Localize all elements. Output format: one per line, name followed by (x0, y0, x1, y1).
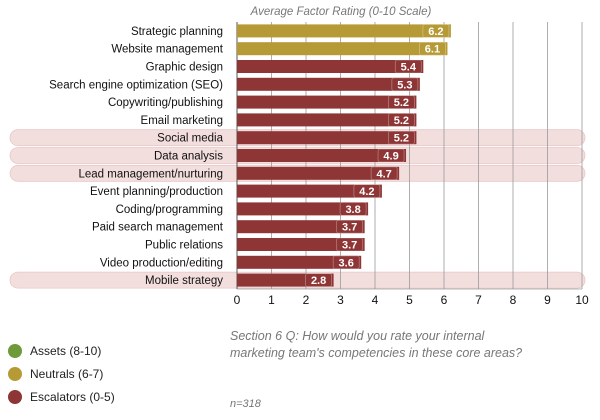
value-label-bg (387, 130, 415, 145)
category-label: Paid search management (92, 222, 224, 234)
x-tick-label: 8 (510, 293, 517, 307)
value-label: 3.7 (342, 222, 357, 234)
bar (237, 149, 407, 162)
value-label: 4.9 (383, 151, 398, 163)
legend-item-escalators: Escalators (0-5) (8, 386, 115, 408)
category-label: Copywriting/publishing (108, 97, 223, 109)
bar (237, 24, 451, 38)
bar (237, 202, 369, 216)
x-tick-label: 9 (544, 293, 551, 307)
bar (237, 77, 420, 91)
x-tick-label: 4 (372, 293, 379, 307)
x-tick-label: 5 (406, 293, 413, 307)
x-tick-label: 10 (575, 293, 589, 307)
category-label: Website management (111, 44, 223, 56)
bar (237, 255, 362, 269)
category-label: Data analysis (154, 151, 223, 163)
category-label: Public relations (145, 240, 223, 252)
value-label: 5.2 (394, 97, 409, 109)
value-label-bg (394, 59, 422, 74)
legend-item-assets: Assets (8-10) (8, 340, 115, 362)
value-label: 3.6 (339, 257, 354, 269)
value-label-bg (419, 41, 446, 56)
value-label: 5.3 (397, 79, 412, 91)
value-label: 4.7 (377, 168, 392, 180)
category-label: Coding/programming (116, 204, 223, 216)
x-tick-label: 0 (234, 293, 241, 307)
legend: Assets (8-10) Neutrals (6-7) Escalators … (8, 340, 115, 409)
assets-dot (8, 344, 22, 358)
category-label: Mobile strategy (145, 275, 223, 287)
value-label-bg (336, 219, 364, 234)
sample-size-note: n=318 (230, 398, 261, 410)
bar (237, 166, 400, 180)
value-label-bg (336, 237, 364, 252)
value-label-bg (391, 77, 419, 92)
value-label: 4.2 (359, 186, 374, 198)
value-label: 6.1 (425, 44, 440, 56)
category-labels: Strategic planning Website management Grap… (49, 26, 224, 287)
value-label-bg (377, 148, 405, 163)
value-label-bg (305, 273, 333, 288)
bar (237, 42, 448, 56)
bar-chart: Average Factor Rating (0-10 Scale) 6.26.… (9, 6, 589, 307)
category-label: Search engine optimization (SEO) (49, 79, 223, 91)
x-axis-ticks: 0 1 2 3 4 5 6 7 8 9 10 (234, 293, 589, 307)
category-label: Event planning/production (90, 186, 223, 198)
category-label: Graphic design (146, 62, 223, 74)
value-label: 5.2 (394, 133, 409, 145)
category-label: Email marketing (141, 115, 223, 127)
x-tick-label: 6 (441, 293, 448, 307)
value-label: 6.2 (428, 26, 443, 38)
question-line-2: marketing team's competencies in these c… (230, 346, 523, 360)
question-line-1: Section 6 Q: How would you rate your int… (230, 329, 485, 343)
survey-question: Section 6 Q: How would you rate your int… (230, 328, 595, 362)
legend-label: Assets (8-10) (30, 344, 102, 358)
legend-label: Neutrals (6-7) (30, 367, 104, 381)
bar (237, 220, 365, 234)
value-label: 3.8 (345, 204, 360, 216)
value-label-bg (387, 95, 415, 109)
value-label: 5.4 (401, 62, 417, 74)
value-label-bg (353, 184, 381, 199)
value-label-bg (387, 113, 415, 127)
value-label: 3.7 (342, 240, 357, 252)
legend-label: Escalators (0-5) (30, 390, 115, 404)
legend-item-neutrals: Neutrals (6-7) (8, 363, 115, 385)
x-tick-label: 2 (303, 293, 310, 307)
value-label-bg (332, 255, 360, 270)
value-label-bg (339, 201, 367, 216)
value-label: 5.2 (394, 115, 409, 127)
chart-title: Average Factor Rating (0-10 Scale) (250, 6, 432, 18)
escalators-dot (8, 390, 22, 404)
bar (237, 60, 424, 73)
x-tick-label: 1 (268, 293, 275, 307)
category-label: Lead management/nurturing (79, 168, 224, 180)
value-label-bg (370, 166, 398, 181)
bar (237, 238, 365, 251)
x-tick-label: 7 (475, 293, 482, 307)
category-label: Strategic planning (131, 26, 223, 38)
bar (237, 184, 382, 198)
bar (237, 95, 417, 109)
x-tick-label: 3 (337, 293, 344, 307)
neutrals-dot (8, 367, 22, 381)
bar (237, 131, 417, 145)
value-label-bg (422, 23, 450, 38)
category-label: Social media (157, 133, 223, 145)
bars: 6.2 6.1 5.4 5.3 5.2 5.2 5.2 4.9 4.74.2 3.8 3.7 3.7 3… (237, 23, 451, 288)
bar (237, 113, 417, 127)
value-label: 2.8 (311, 275, 326, 287)
category-label: Video production/editing (100, 257, 223, 269)
